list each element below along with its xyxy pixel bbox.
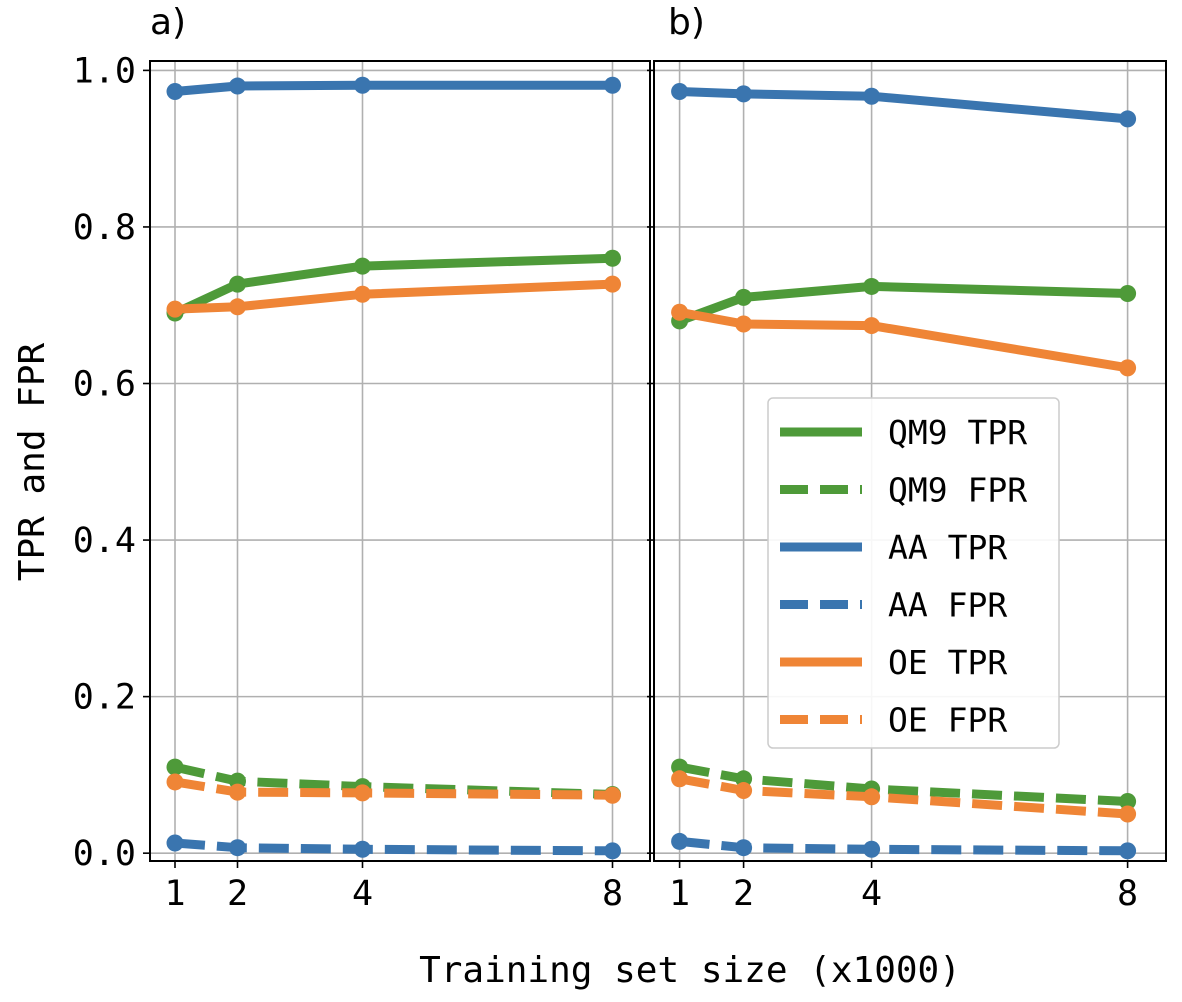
data-point-aa-tpr [166,83,184,101]
x-tick-label: 4 [861,874,882,914]
data-point-qm9-fpr [671,758,689,776]
data-point-oe-fpr [863,788,881,806]
data-point-oe-fpr [166,773,184,791]
y-tick-label: 0.4 [73,521,136,561]
data-point-aa-fpr [735,839,753,857]
data-point-qm9-tpr [863,277,881,295]
panel-b-frame [653,60,1167,862]
data-point-aa-fpr [671,832,689,850]
y-tick-label: 0.2 [73,678,136,718]
data-point-aa-fpr [1119,842,1137,860]
series-line-oe-tpr [174,279,613,314]
data-point-oe-fpr [1119,805,1137,823]
data-point-oe-fpr [604,786,621,804]
data-point-aa-tpr [604,76,621,94]
data-point-qm9-fpr [735,770,753,788]
data-point-aa-fpr [604,842,621,860]
data-point-oe-fpr [354,784,371,802]
x-axis-label: Training set size (x1000) [419,950,961,991]
legend-label-qm9-fpr: QM9 FPR [888,471,1027,510]
series-line-qm9-tpr [173,253,613,318]
data-point-qm9-fpr [166,758,184,776]
series-line-aa-tpr [679,87,1128,124]
series-line-aa-tpr [174,80,613,96]
y-axis-label: TPR and FPR [12,342,53,581]
data-point-oe-tpr [1119,359,1137,377]
series-line-oe-fpr [678,774,1128,819]
data-point-qm9-tpr [735,288,753,306]
legend-label-qm9-tpr: QM9 TPR [888,413,1027,452]
data-point-qm9-tpr [604,249,621,267]
series-line-aa-fpr [174,838,613,856]
legend: QM9 TPR QM9 FPR AA TPR AA FPR OE TPR OE FPR [767,397,1060,749]
panel-a-label: a) [150,2,186,43]
data-point-oe-tpr [863,317,881,335]
panel-a-frame [149,60,651,862]
x-tick-label: 8 [1117,874,1138,914]
data-point-aa-fpr [229,839,246,857]
data-point-oe-tpr [354,285,371,303]
legend-label-aa-fpr: AA FPR [888,586,1007,625]
data-point-aa-tpr [1119,110,1137,128]
data-point-aa-fpr [166,834,184,852]
data-point-oe-tpr [735,315,753,333]
series-line-oe-tpr [678,307,1129,373]
data-point-qm9-tpr [229,275,246,293]
data-point-aa-tpr [735,85,753,103]
data-point-oe-fpr [735,782,753,800]
data-point-aa-tpr [671,83,689,101]
data-point-aa-tpr [354,76,371,94]
data-point-aa-fpr [863,840,881,858]
y-tick-label: 0.8 [73,208,136,248]
x-tick-label: 1 [164,874,185,914]
panel-b-label: b) [668,2,705,43]
series-line-qm9-fpr [678,762,1128,806]
data-point-oe-tpr [604,275,621,293]
data-point-qm9-fpr [1119,793,1137,811]
x-tick-label: 2 [227,874,248,914]
x-tick-label: 2 [733,874,754,914]
x-tick-label: 4 [352,874,373,914]
legend-label-aa-tpr: AA TPR [888,528,1007,567]
legend-label-oe-tpr: OE TPR [888,643,1007,682]
data-point-oe-fpr [229,783,246,801]
panel-a: 0.0 0.2 0.4 0.6 0.8 1.0 1 2 4 8 a) [73,2,651,914]
data-point-aa-tpr [863,87,881,105]
legend-label-oe-fpr: OE FPR [888,701,1007,740]
data-point-qm9-tpr [354,257,371,275]
panel-b: 1 2 4 8 b) [647,2,1167,914]
data-point-oe-tpr [671,303,689,321]
data-point-oe-tpr [229,298,246,316]
y-tick-label: 1.0 [73,51,136,91]
data-point-qm9-tpr [1119,284,1137,302]
data-point-aa-fpr [354,840,371,858]
x-tick-label: 1 [669,874,690,914]
y-tick-label: 0.6 [73,365,136,405]
data-point-oe-fpr [671,770,689,788]
data-point-oe-tpr [166,300,184,318]
y-tick-label: 0.0 [73,834,136,874]
x-tick-label: 8 [602,874,623,914]
series-line-oe-fpr [174,777,613,800]
series-line-aa-fpr [679,836,1128,856]
series-line-qm9-tpr [678,281,1128,326]
data-point-aa-tpr [229,77,246,95]
